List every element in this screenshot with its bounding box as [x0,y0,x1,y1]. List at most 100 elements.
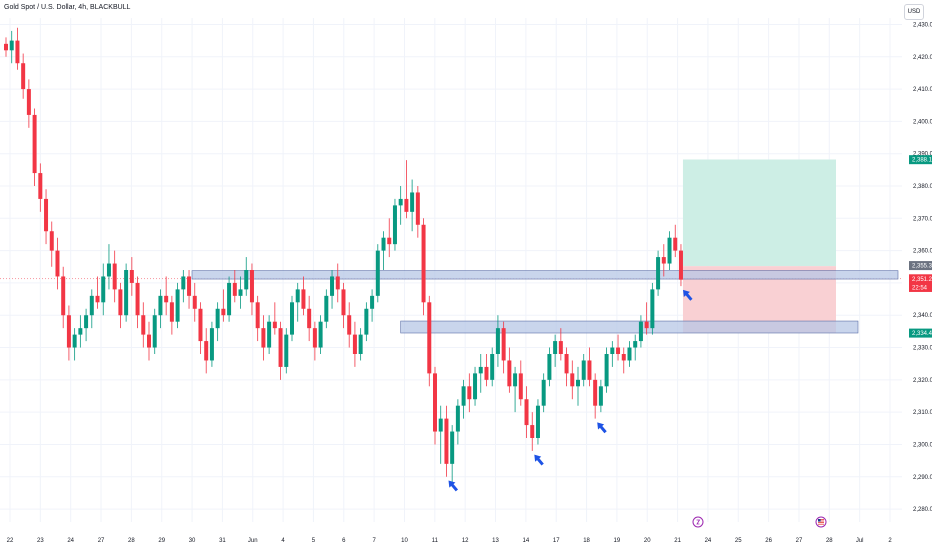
candle [307,295,312,342]
candle-body [610,347,615,354]
candle [26,79,31,128]
candle-body [198,308,203,342]
candle [124,263,129,322]
candle-body [444,418,449,464]
candle-body [564,354,569,374]
price-tag-last: 2,351.28 [909,274,932,284]
price-tag-label: 2,355.37 [912,264,932,270]
zone-rect [400,320,859,334]
candle [221,289,226,322]
candle-body [478,366,483,374]
time-axis[interactable]: 22 23 24 27 28 29 30 31 Jun 4 5 6 7 10 11 12 13 14 17 18 19 2… [7,538,893,544]
candle [650,282,655,335]
candle [198,302,203,354]
candle [524,386,529,438]
candle [461,379,466,419]
candle [312,321,317,361]
candle [598,379,603,413]
price-tag-countdown: 22:54 [909,282,932,292]
event-markers[interactable] [692,516,827,528]
time-tick-label: 17 [553,538,560,544]
time-tick-label: 31 [219,538,226,544]
candle-body [558,341,563,354]
price-tick-label: 2,430.00 [913,22,932,28]
price-tick-label: 2,370.00 [913,216,932,222]
support-zones[interactable] [191,270,899,334]
candle [427,295,432,387]
candle-body [301,289,306,309]
candle-body [267,321,272,348]
candle [78,315,83,348]
candle-body [576,379,580,387]
candle-body [141,315,146,335]
time-tick-label: 12 [462,538,469,544]
candle [249,263,254,316]
price-tick-label: 2,400.00 [913,119,932,125]
candle-body [112,263,117,290]
price-tick-label: 2,360.00 [913,249,932,255]
price-tick-label: 2,420.00 [913,55,932,61]
currency-button[interactable]: USD [904,4,924,20]
candle [627,341,632,367]
candle-body [4,43,8,51]
candle [89,289,94,329]
candle [106,244,111,290]
time-tick-label: 28 [826,538,833,544]
price-axis[interactable]: 2,280.00 2,290.00 2,300.00 2,310.00 2,320.00… [909,22,932,513]
candle-body [318,321,323,348]
candle [410,179,415,232]
candle-body [249,270,254,303]
price-tag-target: 2,388.15 [909,155,932,165]
candle-body [124,270,129,316]
candle-body [341,289,346,316]
candle-body [244,270,249,290]
candle [232,270,237,303]
candle-body [392,205,397,245]
time-tick-label: 5 [312,538,316,544]
candle-body [455,405,460,432]
candle [21,53,26,99]
candle [352,321,357,367]
candle-body [673,237,678,251]
arrow-shape [448,480,459,492]
candle-body [61,276,66,316]
candle-body [535,405,540,438]
candle-body [238,289,243,296]
candle-body [358,334,363,354]
flag-stripe [818,523,824,525]
candle-body [570,373,575,387]
candle [673,224,678,258]
time-tick-label: 26 [765,538,772,544]
up-arrow-icon [534,454,544,466]
candle [255,295,260,342]
price-tick-label: 2,410.00 [913,87,932,93]
candle-body [415,192,420,225]
candle-body [524,399,529,426]
flag-stripe [818,520,824,522]
candle-body [324,295,329,322]
candle-body [661,257,666,264]
candle [84,308,89,342]
candle [558,328,563,361]
candle [44,189,49,245]
candle-body [633,341,638,348]
time-tick-label: 11 [432,538,439,544]
candle [49,221,54,267]
candle [61,266,66,329]
candle [215,302,220,342]
candle [9,30,14,64]
candle-body [330,276,335,296]
candle [638,315,643,348]
price-tick-label: 2,300.00 [913,442,932,448]
candle [404,160,409,219]
candle [473,366,478,406]
candle-body [72,334,77,348]
candle [38,163,43,212]
candle-body [158,295,163,316]
candle-body [530,425,535,438]
price-tick-label: 2,390.00 [913,152,932,158]
candle-body [101,276,106,303]
up-arrow-icon [683,289,693,301]
time-tick-label: 21 [674,538,681,544]
